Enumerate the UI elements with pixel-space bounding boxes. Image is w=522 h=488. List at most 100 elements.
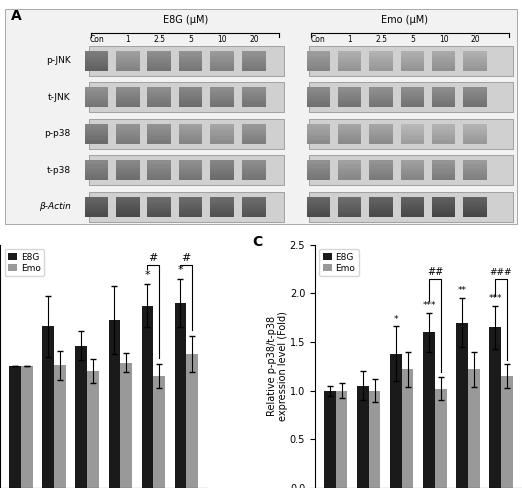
- Bar: [242, 199, 266, 202]
- Bar: [401, 199, 424, 202]
- Bar: [369, 100, 393, 102]
- Bar: [307, 87, 330, 90]
- Bar: [307, 163, 330, 165]
- Bar: [210, 126, 233, 129]
- Bar: [147, 212, 171, 214]
- Bar: [338, 141, 362, 143]
- Bar: [338, 139, 362, 141]
- Bar: [147, 160, 171, 163]
- Bar: [338, 51, 362, 53]
- Bar: [401, 163, 424, 165]
- Bar: [401, 214, 424, 217]
- Bar: [242, 170, 266, 173]
- Bar: [85, 214, 109, 217]
- Bar: [85, 66, 109, 68]
- Bar: [147, 63, 171, 66]
- Bar: [369, 214, 393, 217]
- Text: β-Actin: β-Actin: [39, 202, 70, 211]
- Bar: [464, 66, 487, 68]
- Bar: [432, 199, 455, 202]
- Bar: [401, 97, 424, 100]
- Bar: [464, 51, 487, 53]
- Bar: [464, 129, 487, 131]
- Text: #: #: [148, 253, 158, 263]
- Bar: [116, 204, 139, 207]
- Bar: [85, 197, 109, 199]
- Bar: [338, 87, 362, 90]
- Bar: [464, 199, 487, 202]
- Bar: [401, 66, 424, 68]
- Bar: [179, 63, 202, 66]
- Bar: [85, 202, 109, 204]
- Bar: [401, 129, 424, 131]
- Bar: [369, 95, 393, 97]
- Bar: [210, 87, 233, 90]
- Bar: [87, 371, 99, 488]
- Bar: [210, 163, 233, 165]
- Bar: [116, 95, 139, 97]
- Bar: [464, 173, 487, 175]
- Bar: [147, 102, 171, 105]
- Bar: [179, 126, 202, 129]
- Bar: [369, 165, 393, 168]
- Bar: [369, 134, 393, 136]
- Bar: [369, 124, 393, 126]
- Bar: [338, 90, 362, 92]
- Bar: [401, 126, 424, 129]
- Bar: [210, 66, 233, 68]
- Bar: [147, 168, 171, 170]
- Bar: [147, 173, 171, 175]
- Bar: [338, 209, 362, 212]
- Bar: [338, 63, 362, 66]
- Bar: [210, 141, 233, 143]
- Bar: [338, 95, 362, 97]
- Bar: [432, 100, 455, 102]
- Bar: [147, 141, 171, 143]
- Bar: [116, 139, 139, 141]
- Bar: [242, 124, 266, 126]
- Bar: [179, 131, 202, 134]
- Bar: [242, 197, 266, 199]
- Bar: [179, 68, 202, 71]
- Bar: [432, 51, 455, 53]
- Bar: [242, 160, 266, 163]
- Bar: [432, 66, 455, 68]
- Bar: [116, 134, 139, 136]
- Text: ##: ##: [427, 267, 443, 277]
- Bar: [307, 136, 330, 139]
- Bar: [369, 212, 393, 214]
- Bar: [179, 197, 202, 199]
- Bar: [210, 160, 233, 163]
- Bar: [147, 175, 171, 178]
- Bar: [307, 92, 330, 95]
- Bar: [432, 178, 455, 180]
- Bar: [307, 90, 330, 92]
- Bar: [401, 204, 424, 207]
- Bar: [369, 391, 381, 488]
- Bar: [432, 131, 455, 134]
- Bar: [338, 212, 362, 214]
- Bar: [338, 126, 362, 129]
- Bar: [116, 214, 139, 217]
- Bar: [85, 100, 109, 102]
- Bar: [85, 204, 109, 207]
- Text: 1: 1: [347, 35, 352, 43]
- Bar: [85, 165, 109, 168]
- Bar: [210, 105, 233, 107]
- Bar: [338, 58, 362, 61]
- Bar: [338, 170, 362, 173]
- Bar: [242, 66, 266, 68]
- Bar: [147, 209, 171, 212]
- Bar: [401, 197, 424, 199]
- Bar: [307, 102, 330, 105]
- Bar: [464, 134, 487, 136]
- Bar: [401, 173, 424, 175]
- Bar: [369, 92, 393, 95]
- Legend: E8G, Emo: E8G, Emo: [5, 249, 44, 276]
- Bar: [179, 97, 202, 100]
- Bar: [85, 212, 109, 214]
- Bar: [85, 102, 109, 105]
- Bar: [242, 214, 266, 217]
- Bar: [432, 175, 455, 178]
- Bar: [242, 212, 266, 214]
